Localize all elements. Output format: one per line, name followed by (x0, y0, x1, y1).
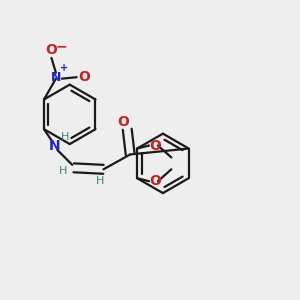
Text: O: O (149, 139, 161, 152)
Text: H: H (61, 132, 69, 142)
Text: O: O (149, 174, 161, 188)
Text: −: − (55, 39, 67, 53)
Text: N: N (49, 139, 60, 152)
Text: N: N (51, 71, 61, 84)
Text: +: + (60, 63, 68, 73)
Text: O: O (78, 70, 90, 84)
Text: O: O (117, 115, 129, 129)
Text: O: O (46, 44, 57, 57)
Text: H: H (96, 176, 105, 186)
Text: H: H (59, 166, 68, 176)
